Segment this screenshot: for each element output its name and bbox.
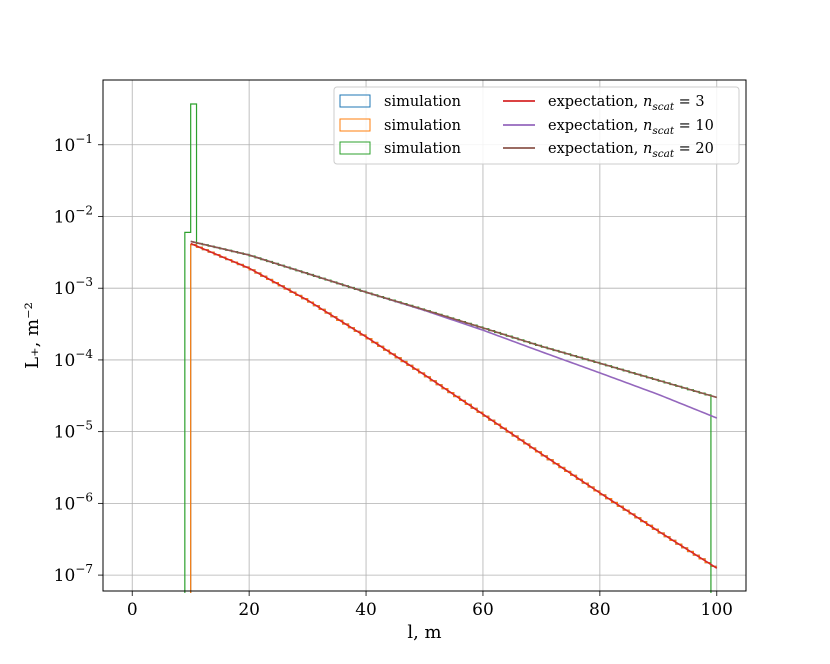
plot-area [184, 103, 718, 593]
legend: simulation simulation simulation expectatio… [333, 86, 740, 165]
legend-label-simulation: simulation [384, 141, 461, 157]
x-tick-label: 0 [127, 600, 138, 620]
series-line-expectation [190, 242, 718, 569]
y-tick-label: 10−2 [54, 203, 93, 227]
legend-box [333, 86, 740, 165]
x-tick-label: 20 [238, 600, 260, 620]
y-axis-label: L₊, m⁻² [22, 302, 43, 369]
x-tick-label: 60 [472, 600, 494, 620]
y-tick-label: 10−3 [54, 275, 93, 299]
legend-swatch-simulation [339, 141, 371, 155]
legend-swatch-simulation [339, 118, 371, 132]
legend-label-simulation: simulation [384, 118, 461, 134]
series-line-expectation [190, 240, 717, 399]
axis-ticks: 0 20 40 60 80 100 10−7 10−6 10−5 10−4 10−3 10−2 10−1 [54, 132, 733, 620]
legend-label-simulation: simulation [384, 94, 461, 110]
y-tick-label: 10−6 [54, 490, 93, 514]
x-tick-label: 80 [589, 600, 611, 620]
legend-swatch-simulation [339, 94, 371, 108]
x-tick-label: 100 [701, 600, 733, 620]
x-axis-label: l, m [407, 622, 441, 643]
histogram-simulation [190, 244, 717, 593]
axes-frame [102, 79, 747, 592]
y-tick-label: 10−5 [54, 419, 93, 443]
legend-label-expectation: expectation, nscat = 10 [548, 118, 714, 137]
y-tick-label: 10−1 [54, 132, 93, 156]
y-tick-label: 10−4 [54, 347, 94, 371]
legend-label-expectation: expectation, nscat = 20 [548, 141, 714, 160]
y-tick-label: 10−7 [54, 562, 93, 586]
legend-label-expectation: expectation, nscat = 3 [548, 94, 705, 113]
x-tick-label: 40 [355, 600, 377, 620]
